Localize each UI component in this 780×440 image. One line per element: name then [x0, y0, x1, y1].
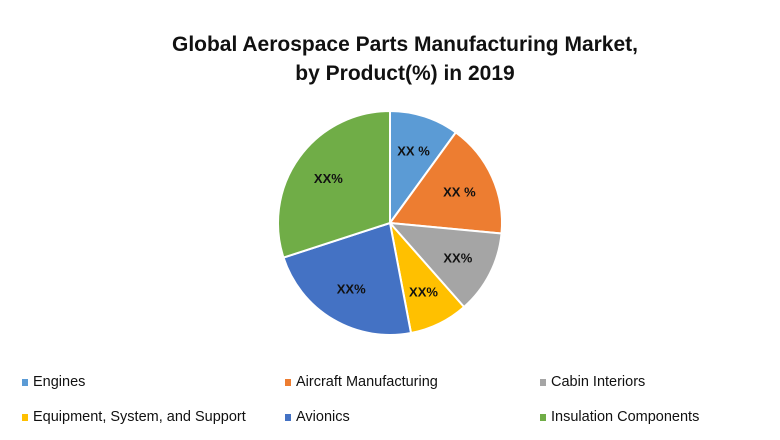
data-label: XX%	[409, 284, 438, 299]
legend-item: Engines	[22, 374, 85, 390]
pie-slice-insulation-components	[277, 109, 391, 259]
legend-swatch	[22, 378, 28, 386]
pie-slice-aircraft-manufacturing	[388, 130, 503, 235]
data-label: XX %	[397, 144, 430, 159]
data-label: XX%	[337, 282, 366, 297]
legend-label: Avionics	[296, 409, 350, 425]
legend-label: Equipment, System, and Support	[33, 409, 246, 425]
title-line-2: by Product(%) in 2019	[295, 62, 515, 85]
legend-label: Insulation Components	[551, 409, 700, 425]
data-label: XX %	[443, 185, 476, 200]
legend-swatch	[285, 378, 291, 386]
pie-slice-avionics	[282, 221, 413, 336]
legend-swatch	[540, 413, 546, 421]
legend-swatch	[540, 378, 546, 386]
legend-item: Aircraft Manufacturing	[285, 374, 438, 390]
legend-item: Insulation Components	[540, 409, 699, 425]
legend-item: Cabin Interiors	[540, 374, 645, 390]
legend-item: Avionics	[285, 409, 350, 425]
data-label: XX%	[443, 251, 472, 266]
pie-slice-cabin-interiors	[387, 221, 503, 309]
legend-swatch	[22, 413, 28, 421]
data-label: XX%	[314, 171, 343, 186]
chart-title: Global Aerospace Parts Manufacturing Mar…	[0, 30, 780, 88]
title-line-1: Global Aerospace Parts Manufacturing Mar…	[171, 33, 638, 56]
legend-label: Aircraft Manufacturing	[296, 374, 438, 390]
legend-swatch	[285, 413, 291, 421]
legend-item: Equipment, System, and Support	[22, 409, 246, 425]
legend-label: Engines	[33, 374, 86, 390]
legend-label: Cabin Interiors	[551, 374, 646, 390]
